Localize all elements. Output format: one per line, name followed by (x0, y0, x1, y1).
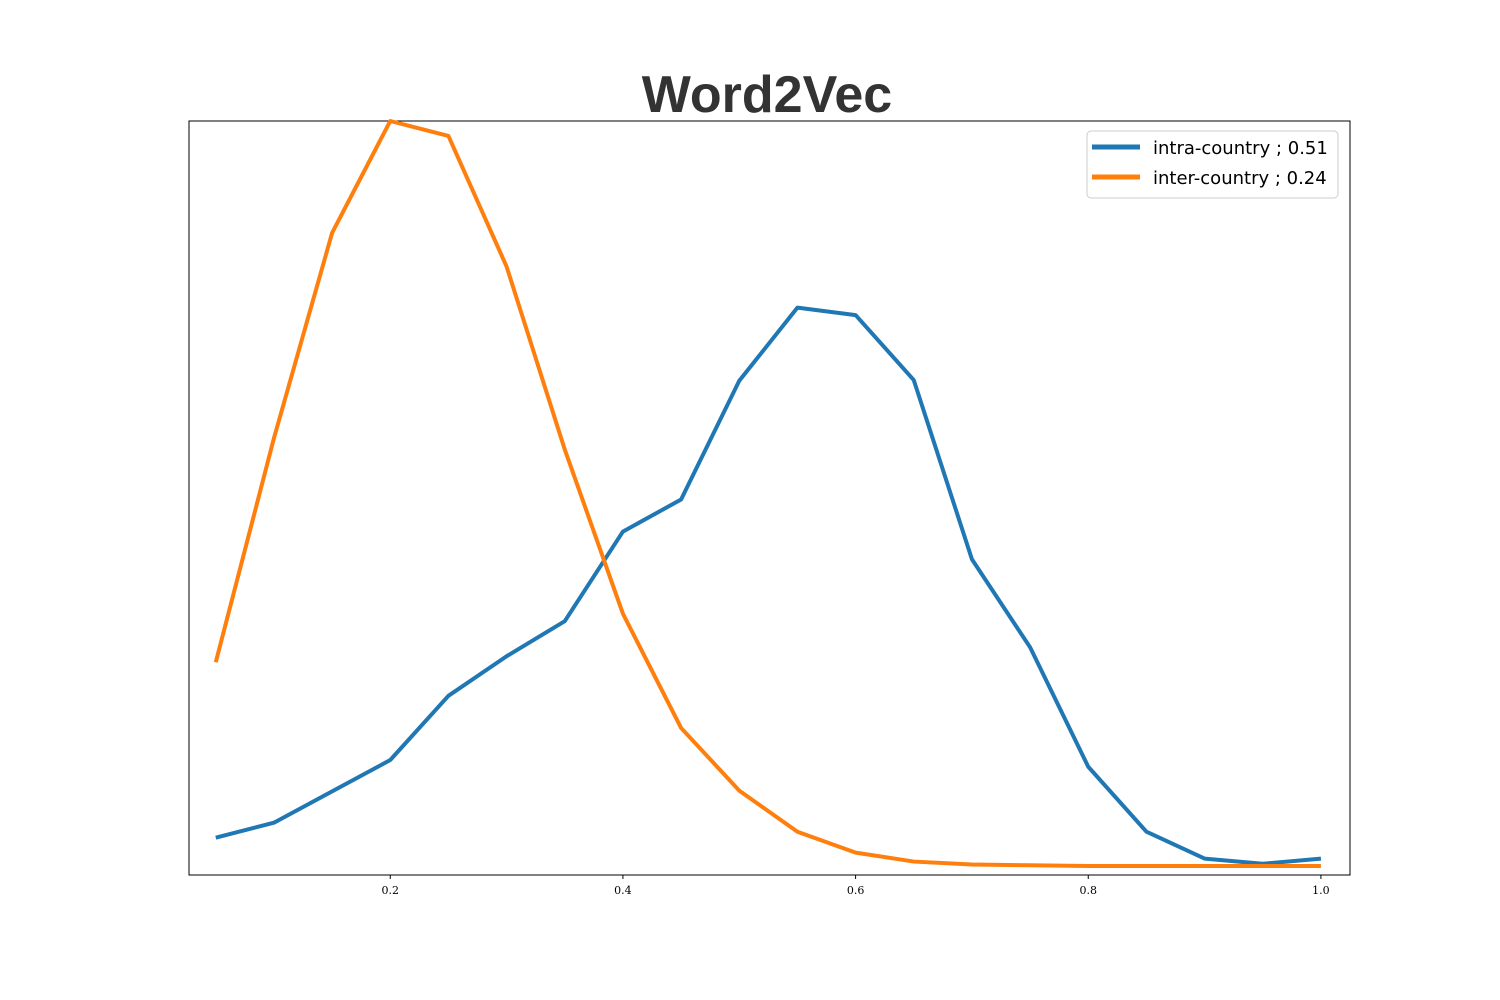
series-0-point-16 (1144, 830, 1148, 834)
series-0-point-9 (737, 379, 741, 383)
series-1-point-0 (214, 660, 218, 664)
series-0-point-13 (970, 557, 974, 561)
series-1-point-4 (446, 134, 450, 138)
legend: intra-country ; 0.51 inter-country ; 0.2… (1086, 130, 1339, 199)
series-line-1 (213, 119, 1321, 869)
series-1-point-6 (563, 447, 567, 451)
series-1-point-19 (1319, 864, 1323, 868)
series-0-point-5 (505, 654, 509, 658)
series-1-point-11 (854, 851, 858, 855)
series-1-point-16 (1144, 864, 1148, 868)
series-1-point-5 (505, 265, 509, 269)
series-0-point-19 (1319, 857, 1323, 861)
series-1-point-12 (912, 860, 916, 864)
series-0-point-3 (388, 758, 392, 762)
series-1-point-17 (1203, 864, 1207, 868)
series-0-point-6 (563, 619, 567, 623)
series-line-0 (215, 305, 1322, 866)
x-tick-label-1: 0.4 (614, 884, 632, 897)
series-1-point-1 (272, 436, 276, 440)
series-0-point-1 (272, 821, 276, 825)
series-0-point-8 (679, 497, 683, 501)
series-1-point-14 (1028, 863, 1032, 867)
x-tick-label-3: 0.8 (1080, 884, 1098, 897)
x-tick-label-2: 0.6 (847, 884, 865, 897)
x-axis: 0.2 0.4 0.6 0.8 1.0 (382, 875, 1330, 897)
series-0-point-17 (1203, 857, 1207, 861)
legend-label-intra-country: intra-country ; 0.51 (1153, 138, 1328, 159)
series-0-point-14 (1028, 645, 1032, 649)
series-1-point-7 (621, 612, 625, 616)
series-0-point-12 (912, 378, 916, 382)
series-0-point-4 (446, 694, 450, 698)
series-1-point-15 (1086, 864, 1090, 868)
series-1-point-18 (1261, 864, 1265, 868)
series-1-point-3 (388, 119, 392, 123)
plot-area (188, 120, 1351, 876)
legend-label-inter-country: inter-country ; 0.24 (1153, 168, 1327, 189)
series-1-point-10 (795, 830, 799, 834)
x-tick-label-0: 0.2 (382, 884, 400, 897)
series-1-point-13 (970, 863, 974, 867)
series-layer (213, 119, 1323, 869)
series-1-point-8 (679, 726, 683, 730)
legend-frame (1086, 130, 1339, 199)
series-1-point-9 (737, 789, 741, 793)
series-1-point-2 (330, 231, 334, 235)
series-0-point-0 (214, 836, 218, 840)
series-0-point-10 (795, 306, 799, 310)
x-tick-label-4: 1.0 (1312, 884, 1330, 897)
series-0-point-7 (621, 530, 625, 534)
series-0-point-15 (1086, 765, 1090, 769)
series-0-point-2 (330, 789, 334, 793)
chart-title: Word2Vec (642, 66, 892, 124)
series-0-point-11 (854, 313, 858, 317)
